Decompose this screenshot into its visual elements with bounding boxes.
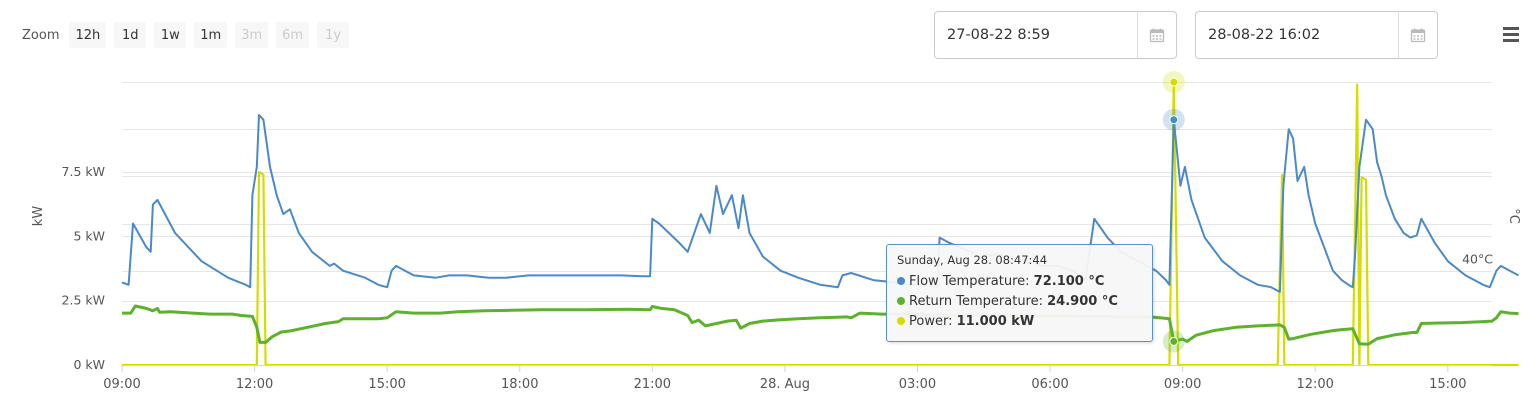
zoom-6m-button: 6m — [276, 22, 310, 48]
zoom-3m-button: 3m — [235, 22, 269, 48]
zoom-1d-button[interactable]: 1d — [114, 22, 147, 48]
zoom-12h-button[interactable]: 12h — [69, 22, 107, 48]
series-line-return-temperature — [122, 304, 1519, 346]
grid-lines — [122, 82, 1492, 302]
x-tick-label: 03:00 — [899, 377, 936, 392]
series-lines — [121, 80, 1519, 367]
date-from-value[interactable]: 27-08-22 8:59 — [947, 27, 1050, 43]
tooltip: Sunday, Aug 28. 08:47:44 Flow Temperatur… — [886, 244, 1153, 342]
tooltip-flow-name: Flow Temperature — [909, 274, 1026, 289]
date-to-value[interactable]: 28-08-22 16:02 — [1208, 27, 1321, 43]
y-tick-label: 40°C — [1462, 252, 1493, 267]
tooltip-return-name: Return Temperature — [909, 294, 1039, 309]
calendar-icon[interactable] — [1398, 12, 1437, 58]
hamburger-menu-icon[interactable] — [1503, 27, 1519, 43]
hover-markers — [1162, 71, 1185, 353]
x-tick-label: 12:00 — [236, 377, 273, 392]
x-tick-label: 09:00 — [1164, 377, 1201, 392]
tooltip-return-value: 24.900 °C — [1047, 294, 1118, 309]
tooltip-row-return: Return Temperature: 24.900 °C — [897, 292, 1142, 312]
y-axis-left-ticks: 0 kW 2.5 kW 5 kW 7.5 kW — [62, 164, 105, 372]
x-tick-label: 12:00 — [1296, 377, 1333, 392]
y-tick-label: 0 kW — [73, 357, 105, 372]
y-tick-label: 5 kW — [73, 228, 105, 243]
zoom-1m-button[interactable]: 1m — [194, 22, 228, 48]
power-dot-icon — [897, 317, 905, 325]
date-from-field[interactable]: 27-08-22 8:59 — [934, 11, 1177, 59]
x-axis-ticks: 09:00 12:00 15:00 18:00 21:00 28. Aug 03:00 06:… — [103, 365, 1467, 392]
return-dot-icon — [897, 297, 905, 305]
tooltip-title: Sunday, Aug 28. 08:47:44 — [897, 253, 1048, 267]
hover-point — [1169, 115, 1179, 125]
x-tick-label: 28. Aug — [760, 377, 810, 392]
hover-point — [1169, 77, 1179, 87]
x-tick-label: 06:00 — [1031, 377, 1068, 392]
zoom-1w-button[interactable]: 1w — [154, 22, 187, 48]
tooltip-power-value: 11.000 kW — [956, 314, 1035, 329]
zoom-label: Zoom — [22, 27, 60, 43]
date-to-field[interactable]: 28-08-22 16:02 — [1195, 11, 1438, 59]
hover-point — [1169, 336, 1179, 346]
x-tick-label: 09:00 — [103, 377, 140, 392]
tooltip-row-flow: Flow Temperature: 72.100 °C — [897, 272, 1142, 292]
y-tick-label: 7.5 kW — [62, 164, 105, 179]
x-tick-label: 15:00 — [368, 377, 405, 392]
tooltip-row-power: Power: 11.000 kW — [897, 312, 1142, 332]
x-tick-label: 15:00 — [1429, 377, 1466, 392]
y-axis-left-label: kW — [31, 206, 46, 227]
calendar-icon[interactable] — [1137, 12, 1176, 58]
series-line-flow-temperature — [121, 114, 1519, 293]
y-axis-right-ticks: 40°C — [1462, 252, 1493, 267]
tooltip-flow-value: 72.100 °C — [1033, 274, 1105, 289]
flow-dot-icon — [897, 277, 905, 285]
y-axis-right-label: °C — [1506, 208, 1521, 224]
tooltip-power-name: Power — [909, 314, 949, 329]
x-tick-label: 18:00 — [501, 377, 538, 392]
zoom-bar: Zoom 12h 1d 1w 1m 3m 6m 1y — [22, 22, 350, 48]
y-tick-label: 2.5 kW — [62, 293, 105, 308]
x-tick-label: 21:00 — [634, 377, 671, 392]
zoom-1y-button: 1y — [317, 22, 350, 48]
